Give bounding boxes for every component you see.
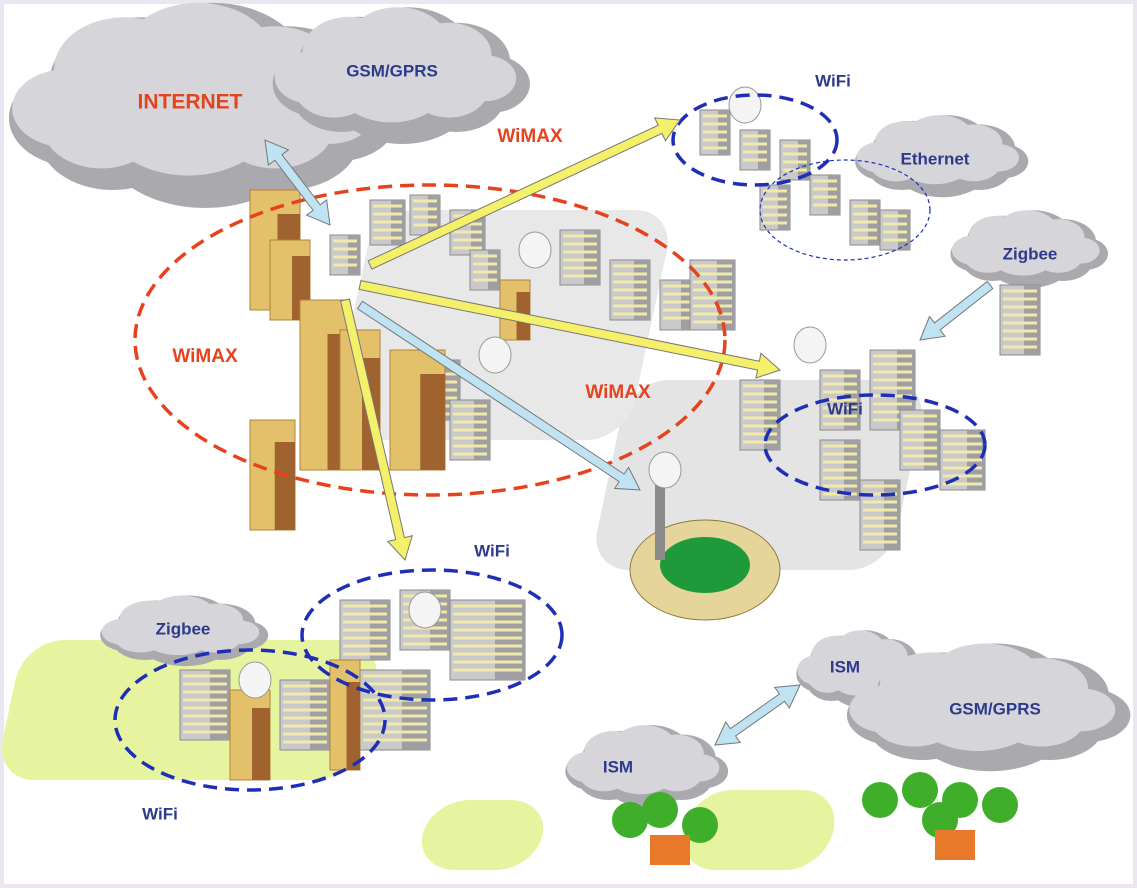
building-side xyxy=(717,260,735,330)
access-point xyxy=(238,661,272,699)
tower-side xyxy=(274,442,295,530)
labels: INTERNET GSM/GPRS WiMAX WiFi Ethernet Zi… xyxy=(138,61,1058,823)
house xyxy=(650,835,690,865)
access-point xyxy=(648,451,682,489)
coverage-wifi xyxy=(300,568,564,702)
label: WiMAX xyxy=(172,346,238,367)
tree xyxy=(642,792,678,828)
tower-side xyxy=(346,682,360,770)
mast xyxy=(655,480,665,560)
building-side xyxy=(495,600,525,680)
label: ISM xyxy=(830,657,860,676)
access-point xyxy=(408,591,442,629)
label: ISM xyxy=(603,757,633,776)
tower-side xyxy=(252,708,270,780)
cloud-puff-light xyxy=(189,622,241,653)
building-side xyxy=(210,670,230,740)
coverage-wifi xyxy=(763,393,987,497)
arrow xyxy=(264,139,331,226)
tree xyxy=(922,802,958,838)
label: WiFi xyxy=(474,541,510,560)
cloud xyxy=(846,643,1131,772)
label: Zigbee xyxy=(1003,244,1058,263)
cloud-puff-light xyxy=(871,692,958,747)
coverage-wimax xyxy=(133,183,727,497)
label: WiFi xyxy=(827,399,863,418)
house xyxy=(935,830,975,860)
label: INTERNET xyxy=(138,91,243,114)
access-point xyxy=(793,326,827,364)
coverage-wifi xyxy=(759,159,931,261)
arrow xyxy=(356,300,641,491)
coverage-wifi xyxy=(671,93,839,187)
cloud-puff-light xyxy=(579,756,629,792)
label: Ethernet xyxy=(901,149,970,168)
coverage-wifi xyxy=(113,648,387,792)
cloud-puff-light xyxy=(1034,240,1083,273)
cloud-puff-light xyxy=(114,622,166,653)
label: WiMAX xyxy=(497,126,563,147)
cloud-puff-light xyxy=(42,82,161,169)
ground xyxy=(682,790,835,870)
access-point xyxy=(478,336,512,374)
label: WiMAX xyxy=(585,382,651,403)
cloud xyxy=(100,595,269,667)
label: WiFi xyxy=(815,71,851,90)
building-side xyxy=(402,670,430,750)
cloud-puff-light xyxy=(652,756,702,792)
cloud-puff-light xyxy=(294,60,374,118)
tree xyxy=(682,807,718,843)
ground xyxy=(421,800,544,870)
access-point xyxy=(728,86,762,124)
cloud-puff-light xyxy=(807,660,848,693)
tree xyxy=(982,787,1018,823)
arrow xyxy=(340,298,414,561)
tower-side xyxy=(420,374,445,470)
cloud-puff-light xyxy=(869,146,923,182)
cloud-puff-light xyxy=(947,146,1001,182)
arrow xyxy=(367,117,681,270)
tree xyxy=(862,782,898,818)
cloud xyxy=(950,210,1108,288)
cloud xyxy=(8,2,398,208)
label: GSM/GPRS xyxy=(949,699,1041,718)
building-side xyxy=(884,480,900,550)
label: Zigbee xyxy=(156,619,211,638)
tree xyxy=(902,772,938,808)
arrow xyxy=(714,684,801,746)
tree xyxy=(612,802,648,838)
cloud xyxy=(272,7,530,144)
label: WiFi xyxy=(142,804,178,823)
stadium-field xyxy=(660,537,750,593)
arrow xyxy=(358,280,781,379)
building-side xyxy=(1024,285,1040,355)
cloud xyxy=(855,115,1029,198)
access-point xyxy=(518,231,552,269)
decoration xyxy=(1,2,1131,870)
label: GSM/GPRS xyxy=(346,61,438,80)
cloud xyxy=(565,725,729,808)
cloud-puff-light xyxy=(998,692,1085,747)
building-side xyxy=(310,680,330,750)
cloud-puff-light xyxy=(964,240,1012,273)
arrow xyxy=(919,280,994,341)
cloud-puff-light xyxy=(409,60,489,118)
